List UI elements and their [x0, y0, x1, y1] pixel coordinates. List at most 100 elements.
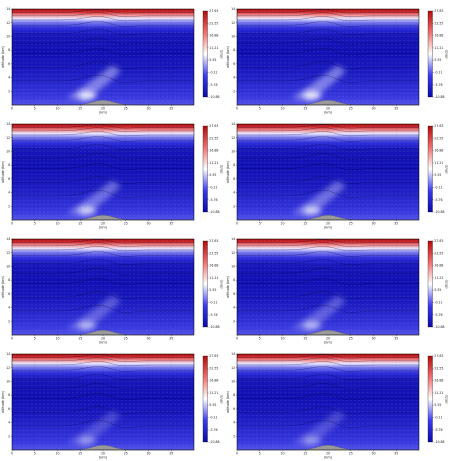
y-tick-label: 8	[233, 278, 235, 282]
y-tick-label: 6	[8, 62, 10, 66]
colorbar-tick-label: -5.76	[434, 313, 442, 317]
mountain-wave-band	[66, 295, 122, 331]
y-tick-label: 6	[8, 407, 10, 411]
colorbar-tick-label: -0.11	[434, 186, 442, 190]
y-tick-label: 10	[231, 265, 235, 269]
x-axis-label: (km)	[324, 341, 333, 345]
colorbar	[202, 355, 208, 443]
x-tick-label: 5	[259, 222, 261, 226]
y-tick-label: 12	[6, 21, 10, 25]
colorbar-label: (m/s)	[220, 394, 224, 404]
x-tick-label: 25	[349, 222, 353, 226]
y-tick-label: 12	[6, 251, 10, 255]
colorbar-tick-label: -10.88	[434, 210, 444, 214]
x-tick-label: 10	[280, 337, 284, 341]
colorbar-tick-label: -0.11	[209, 416, 217, 420]
y-tick-label: 14	[231, 237, 235, 241]
wave-core	[303, 436, 322, 445]
wind-vectors	[14, 354, 193, 447]
grid-lines	[11, 238, 194, 335]
colorbar-tick-label: 22.55	[434, 366, 443, 370]
colorbar-tick-label: 22.55	[209, 136, 218, 140]
x-tick-label: 20	[326, 222, 330, 226]
colorbar-tick-label: 5.55	[209, 288, 216, 292]
x-tick-label: 15	[78, 452, 82, 456]
y-tick-label: 6	[233, 177, 235, 181]
x-tick-label: 15	[78, 337, 82, 341]
x-tick-label: 5	[259, 107, 261, 111]
wind-vectors	[14, 124, 193, 217]
colorbar-tick-label: 5.55	[434, 403, 441, 407]
y-tick-label: 2	[8, 204, 10, 208]
colorbar-tick-label: -5.76	[209, 313, 217, 317]
x-tick-label: 5	[34, 337, 36, 341]
colorbar-tick-label: -5.76	[209, 428, 217, 432]
colorbar	[202, 10, 208, 98]
colorbar-tick-label: -0.11	[209, 71, 217, 75]
y-tick-label: 14	[6, 237, 10, 241]
x-tick-label: 30	[146, 337, 150, 341]
colorbar-tick-label: -10.88	[434, 440, 444, 444]
x-tick-label: 25	[349, 337, 353, 341]
y-tick-label: 10	[6, 380, 10, 384]
x-axis-label: (km)	[99, 111, 108, 115]
y-tick-label: 6	[8, 292, 10, 296]
x-tick-label: 0	[11, 452, 13, 456]
mountain-wave-band	[291, 180, 347, 216]
colorbar-tick-label: 27.63	[209, 124, 218, 128]
wave-core	[78, 206, 97, 215]
x-tick-label: 15	[303, 107, 307, 111]
colorbar	[427, 125, 433, 213]
contour-lines	[237, 239, 419, 313]
x-tick-label: 0	[236, 107, 238, 111]
y-tick-label: 10	[231, 380, 235, 384]
wind-vectors	[14, 9, 193, 102]
y-tick-label: 14	[6, 122, 10, 126]
colorbar-tick-label: 11.21	[434, 161, 443, 165]
panel-svg: 0 5 10 15 20 25 30 35 2 4 6 8 10 12 14 (km) altitude (km…	[1, 122, 224, 230]
x-tick-label: 5	[34, 222, 36, 226]
y-tick-label: 8	[233, 163, 235, 167]
y-axis-label: altitude (km)	[226, 275, 230, 298]
y-tick-label: 10	[231, 150, 235, 154]
colorbar-tick-label: 5.55	[434, 288, 441, 292]
x-axis-label: (km)	[324, 111, 333, 115]
y-axis-label: altitude (km)	[226, 160, 230, 183]
y-tick-label: 10	[6, 265, 10, 269]
colorbar-tick-label: -0.11	[209, 186, 217, 190]
x-tick-label: 5	[34, 107, 36, 111]
colorbar-tick-label: 27.63	[434, 124, 443, 128]
x-tick-label: 35	[394, 222, 398, 226]
x-tick-label: 35	[169, 222, 173, 226]
y-tick-label: 14	[231, 122, 235, 126]
colorbar-tick-label: 11.21	[434, 276, 443, 280]
x-tick-label: 15	[78, 222, 82, 226]
colorbar-label: (m/s)	[445, 394, 449, 404]
colorbar-label: (m/s)	[445, 279, 449, 289]
y-tick-label: 6	[233, 407, 235, 411]
panel-svg: 0 5 10 15 20 25 30 35 2 4 6 8 10 12 14 (km) altitude (km…	[226, 122, 449, 230]
x-tick-label: 10	[280, 222, 284, 226]
y-tick-label: 14	[231, 352, 235, 356]
y-tick-label: 14	[6, 7, 10, 11]
x-tick-label: 25	[124, 452, 128, 456]
y-axis-label: altitude (km)	[1, 160, 5, 183]
y-tick-label: 4	[8, 421, 10, 425]
panel-svg: 0 5 10 15 20 25 30 35 2 4 6 8 10 12 14 (km) altitude (km…	[226, 352, 449, 460]
x-tick-label: 35	[169, 107, 173, 111]
wind-panel-6: 0 5 10 15 20 25 30 35 2 4 6 8 10 12 14 (km) altitude (km…	[225, 230, 450, 345]
x-tick-label: 20	[101, 222, 105, 226]
colorbar-tick-label: 22.55	[434, 21, 443, 25]
y-axis-label: altitude (km)	[226, 390, 230, 413]
y-tick-label: 8	[8, 278, 10, 282]
panel-svg: 0 5 10 15 20 25 30 35 2 4 6 8 10 12 14 (km) altitude (km…	[226, 7, 449, 115]
y-tick-label: 8	[8, 393, 10, 397]
x-tick-label: 30	[371, 337, 375, 341]
mountain-wave-band	[291, 295, 347, 331]
x-tick-label: 5	[259, 452, 261, 456]
colorbar-tick-label: 22.55	[209, 366, 218, 370]
x-tick-label: 25	[124, 337, 128, 341]
colorbar-tick-label: -10.88	[209, 440, 219, 444]
y-tick-label: 2	[8, 319, 10, 323]
colorbar-tick-label: -10.88	[209, 95, 219, 99]
